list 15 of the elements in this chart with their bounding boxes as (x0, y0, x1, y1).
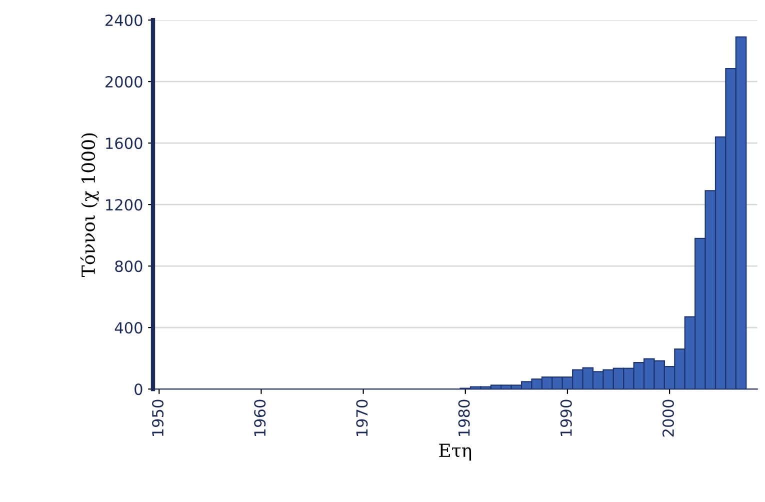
x-tick-label: 1990 (560, 400, 572, 436)
y-tick-label: 800 (115, 260, 142, 272)
y-tick-label: 1200 (106, 199, 142, 211)
x-axis-title: Ετη (439, 444, 472, 461)
y-tick-label: 400 (114, 322, 142, 334)
y-tick-label: 2000 (106, 76, 142, 88)
x-tick-label: 1970 (356, 400, 368, 436)
y-tick-label: 0 (134, 384, 142, 396)
x-tick-label: 2000 (662, 400, 674, 437)
x-tick-label: 1960 (254, 400, 266, 436)
y-tick-label: 1600 (106, 138, 142, 150)
y-axis-title: Τόννοι (χ 1000) (80, 133, 99, 278)
x-tick-label: 1980 (458, 400, 470, 436)
x-tick-label: 1950 (152, 400, 164, 436)
y-tick-label: 2400 (106, 14, 142, 26)
